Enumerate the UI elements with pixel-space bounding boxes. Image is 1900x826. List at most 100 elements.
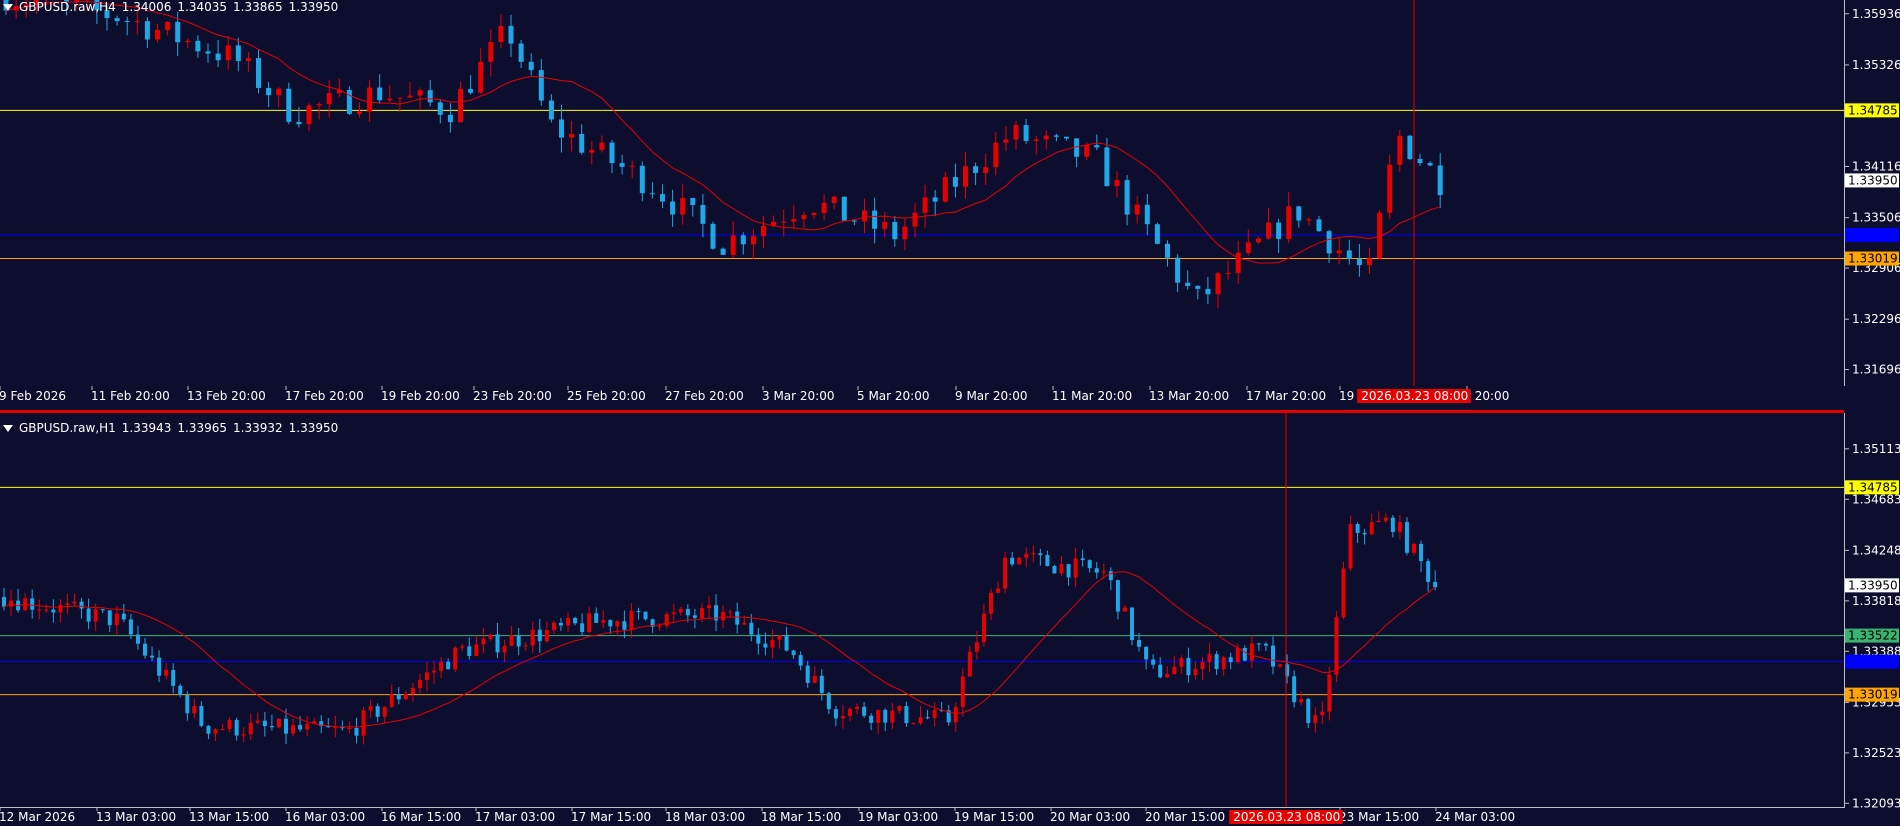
candle (134, 10, 140, 35)
candle (1276, 218, 1282, 254)
candle-body (481, 638, 486, 645)
candle-body (509, 635, 514, 646)
candle-body (946, 710, 951, 723)
h1-chart-panel[interactable]: GBPUSD.raw,H1 1.33943 1.33965 1.33932 1.3395… (0, 413, 1900, 826)
candle (397, 97, 403, 113)
candle (389, 684, 394, 708)
candle (551, 620, 556, 635)
candle (989, 588, 993, 621)
h4-chart-header: GBPUSD.raw,H4 1.34006 1.34035 1.33865 1.3395… (0, 0, 344, 15)
candle-body (195, 40, 201, 52)
candle-body (1200, 662, 1205, 670)
candle (1433, 570, 1438, 591)
candle-body (1207, 654, 1212, 663)
candle-body (1031, 553, 1036, 555)
candle-body (876, 709, 881, 723)
candle-body (714, 605, 719, 621)
collapse-triangle-icon[interactable] (3, 3, 13, 11)
candle (1053, 133, 1059, 142)
candle-body (1263, 643, 1268, 646)
collapse-triangle-icon[interactable] (3, 424, 13, 432)
candle (904, 701, 909, 727)
candle-body (1193, 669, 1198, 676)
candle (175, 11, 181, 57)
candle (1256, 642, 1261, 651)
candle (1292, 670, 1297, 708)
candle-body (1397, 135, 1403, 165)
candle-body (771, 221, 777, 226)
candle (248, 713, 253, 740)
candle-body (670, 201, 676, 215)
candle-body (1255, 238, 1261, 243)
candle-body (417, 90, 423, 96)
candle (157, 650, 162, 683)
candle-body (266, 87, 272, 96)
candle-body (1003, 139, 1009, 143)
h4-chart-panel[interactable]: GBPUSD.raw,H4 1.34006 1.34035 1.33865 1.3395… (0, 0, 1900, 387)
candle (340, 720, 345, 731)
x-tick-label: 18 Mar 03:00 (665, 810, 745, 824)
candle-body (165, 21, 171, 30)
price-label-bg (1845, 654, 1899, 669)
candle (1249, 634, 1254, 669)
candle (559, 104, 564, 153)
candle-body (1404, 522, 1409, 553)
price-label: 1.33950 (1848, 578, 1898, 592)
candle-body (74, 0, 80, 2)
y-tick-label: 1.32296 (1852, 312, 1900, 326)
candle (1412, 542, 1416, 556)
candle (1437, 152, 1443, 209)
h4-plot-area[interactable] (0, 0, 1845, 387)
candle (932, 190, 938, 217)
x-tick-label: 11 Mar 20:00 (1052, 389, 1132, 403)
h1-plot-area[interactable] (0, 413, 1845, 808)
x-tick-label: 13 Mar 20:00 (1149, 389, 1229, 403)
candle (215, 39, 221, 68)
candle-body (953, 707, 958, 723)
candle-body (51, 609, 56, 613)
candle (735, 602, 740, 634)
candle-body (1276, 222, 1282, 239)
candle-body (922, 197, 928, 213)
candle-body (831, 196, 837, 203)
candle-body (890, 710, 895, 723)
candle (319, 715, 324, 734)
candle (1154, 222, 1160, 245)
candle-body (840, 716, 845, 719)
candle-body (1346, 250, 1352, 259)
candle (756, 628, 761, 655)
candle-body (467, 646, 472, 656)
price-label-bg (1845, 251, 1899, 266)
candle (730, 221, 736, 258)
candle-body (904, 705, 909, 724)
x-tick-label: 20 Mar 03:00 (1050, 810, 1130, 824)
candle-body (1356, 258, 1362, 266)
x-tick-label: r 20:00 (1466, 389, 1509, 403)
candle-body (649, 193, 655, 195)
x-tick-label: 19 Mar 03:00 (858, 810, 938, 824)
candle (573, 616, 578, 626)
candle (220, 723, 225, 731)
candle (670, 189, 676, 227)
candle-body (276, 718, 281, 728)
candle-body (1073, 558, 1078, 578)
candle (1299, 691, 1304, 706)
candle-body (1426, 561, 1431, 582)
candle-body (1235, 252, 1241, 273)
candle (1407, 134, 1413, 161)
h1-time-axis: 12 Mar 2026 13 Mar 03:00 13 Mar 15:00 16 Ma… (0, 807, 1515, 824)
candle-body (939, 710, 944, 712)
candle-body (680, 198, 686, 215)
candle (599, 135, 605, 153)
candle-body (1336, 250, 1342, 254)
moving-average-line (3, 571, 1436, 728)
candle (1235, 643, 1240, 664)
candle-body (1185, 282, 1191, 286)
candle-body (192, 705, 197, 714)
candle-body (1017, 557, 1022, 565)
candle (508, 14, 514, 57)
candle (1066, 563, 1071, 586)
candle (876, 709, 881, 734)
candle-body (537, 629, 542, 642)
candle (1245, 229, 1251, 256)
